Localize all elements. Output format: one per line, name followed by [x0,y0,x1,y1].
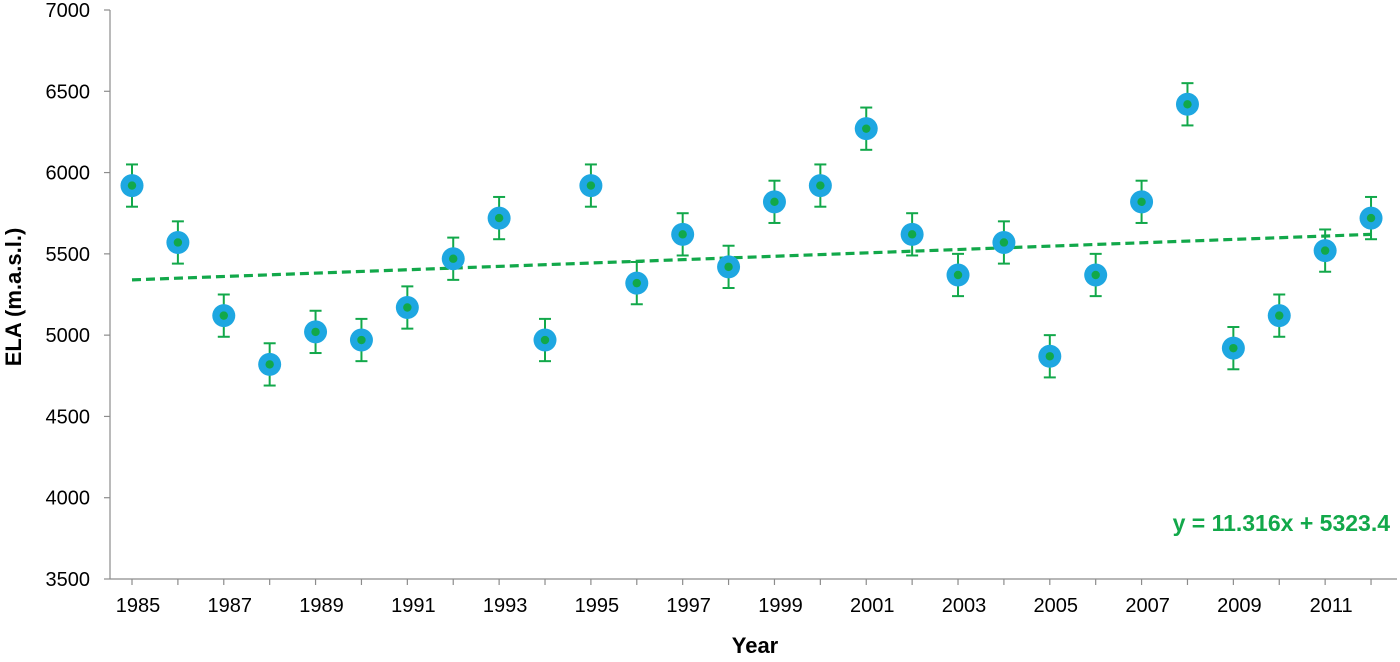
data-point [717,255,741,279]
data-point [671,222,695,246]
data-point [441,247,465,271]
x-tick-label: 2001 [850,595,895,617]
data-point [1175,92,1199,116]
data-point [762,190,786,214]
data-point [487,206,511,230]
x-tick-label: 1987 [208,595,253,617]
data-point [946,263,970,287]
data-point [212,304,236,328]
data-point [854,117,878,141]
data-point [1221,336,1245,360]
data-point [625,271,649,295]
x-tick-label: 2007 [1125,595,1170,617]
x-tick-label: 2005 [1034,595,1079,617]
data-points-layer [120,92,1383,376]
data-point [992,230,1016,254]
x-tick-label: 1999 [758,595,803,617]
y-tick-label: 3500 [46,569,91,591]
x-tick-label: 1997 [666,595,711,617]
data-point [258,352,282,376]
data-point [533,328,557,352]
x-tick-label: 2003 [942,595,987,617]
x-tick-label: 1985 [116,595,161,617]
y-tick-label: 6000 [46,163,91,185]
y-tick-label: 4000 [46,488,91,510]
data-point [1038,344,1062,368]
x-tick-label: 1989 [299,595,344,617]
y-tick-label: 4500 [46,406,91,428]
data-point [120,174,144,198]
x-tick-label: 2011 [1310,595,1353,617]
data-point [349,328,373,352]
data-point [900,222,924,246]
y-tick-label: 7000 [46,0,91,22]
data-point [1359,206,1383,230]
x-tick-label: 1991 [391,595,436,617]
data-point [1267,304,1291,328]
data-point [166,230,190,254]
data-point [579,174,603,198]
trendline-equation: y = 11.316x + 5323.4 [1173,510,1391,536]
x-tick-label: 2009 [1217,595,1262,617]
data-point [1084,263,1108,287]
data-point [1313,239,1337,263]
x-tick-label: 1995 [575,595,620,617]
trendline-layer [131,232,1372,282]
axes-layer [104,9,1397,585]
data-point [808,174,832,198]
data-point [1130,190,1154,214]
y-axis-title: ELA (m.a.s.l.) [1,228,26,367]
data-point [395,296,419,320]
tick-labels-layer: 3500 4000 4500 5000 5500 6000 6500 7000 1985 1987… [46,0,1353,617]
y-tick-label: 5000 [46,325,91,347]
x-tick-label: 1993 [483,595,528,617]
trendline [131,232,1372,282]
data-point [304,320,328,344]
y-tick-label: 5500 [46,244,91,266]
y-tick-label: 6500 [46,81,91,103]
x-axis-title: Year [732,633,779,657]
